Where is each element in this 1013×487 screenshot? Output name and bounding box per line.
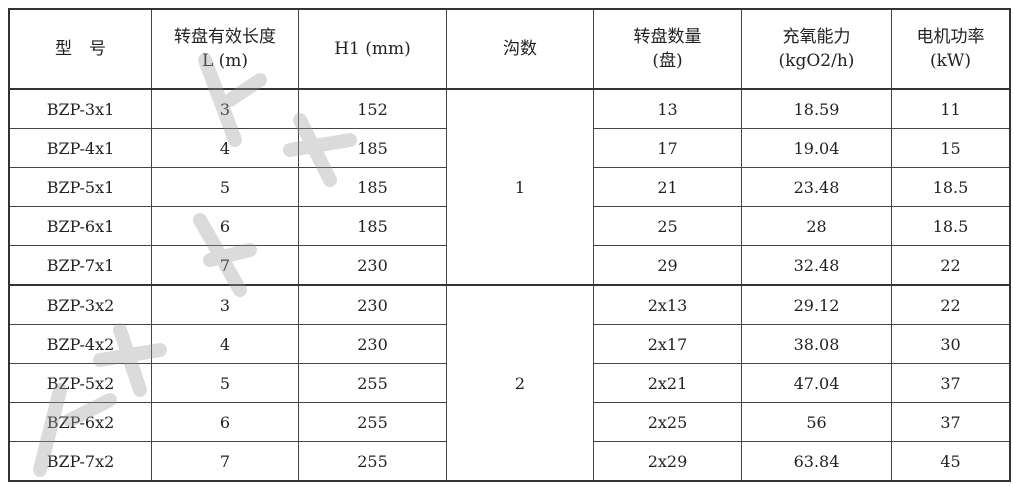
table-row: BZP-7x2 7 255 2x29 63.84 45 — [8, 441, 1011, 482]
model-cell: BZP-5x2 — [8, 363, 152, 403]
length-cell: 6 — [151, 402, 299, 442]
h1-cell: 255 — [298, 363, 447, 403]
length-cell: 3 — [151, 88, 299, 129]
h1-cell: 185 — [298, 167, 447, 207]
model-cell: BZP-4x1 — [8, 128, 152, 168]
spec-table: 型 号 转盘有效长度 L (m) H1 (mm) 沟数 转盘数量 (盘) 充氧能力 (kgO2/… — [8, 8, 1011, 482]
table-row: BZP-4x1 4 185 17 19.04 15 — [8, 128, 1011, 168]
column-header: 充氧能力 (kgO2/h) — [741, 8, 892, 90]
model-cell: BZP-7x1 — [8, 245, 152, 286]
disk-count-cell: 2x21 — [593, 363, 742, 403]
disk-count-cell: 2x17 — [593, 324, 742, 364]
column-header-line: L (m) — [201, 51, 249, 71]
column-header-line: H1 (mm) — [334, 39, 411, 59]
model-cell: BZP-6x2 — [8, 402, 152, 442]
column-header: 沟数 — [446, 8, 594, 90]
table-row: BZP-5x1 5 185 21 23.48 18.5 — [8, 167, 1011, 207]
motor-power-cell: 11 — [891, 88, 1011, 129]
h1-cell: 255 — [298, 402, 447, 442]
column-header-line: 充氧能力 — [782, 27, 851, 47]
column-header-line: (kgO2/h) — [778, 51, 855, 71]
table-row: BZP-4x2 4 230 2x17 38.08 30 — [8, 324, 1011, 364]
disk-count-cell: 2x29 — [593, 441, 742, 482]
length-cell: 7 — [151, 441, 299, 482]
h1-cell: 230 — [298, 284, 447, 325]
table-row: BZP-5x2 5 255 2x21 47.04 37 — [8, 363, 1011, 403]
oxygen-capacity-cell: 18.59 — [741, 88, 892, 129]
oxygen-capacity-cell: 63.84 — [741, 441, 892, 482]
length-cell: 4 — [151, 128, 299, 168]
disk-count-cell: 13 — [593, 88, 742, 129]
length-cell: 6 — [151, 206, 299, 246]
motor-power-cell: 37 — [891, 363, 1011, 403]
column-header-line: (盘) — [652, 51, 683, 71]
length-cell: 5 — [151, 167, 299, 207]
h1-cell: 255 — [298, 441, 447, 482]
header-row: 型 号 转盘有效长度 L (m) H1 (mm) 沟数 转盘数量 (盘) 充氧能力 (kgO2/… — [8, 8, 1011, 90]
oxygen-capacity-cell: 38.08 — [741, 324, 892, 364]
disk-count-cell: 29 — [593, 245, 742, 286]
model-cell: BZP-5x1 — [8, 167, 152, 207]
disk-count-cell: 25 — [593, 206, 742, 246]
model-cell: BZP-7x2 — [8, 441, 152, 482]
motor-power-cell: 22 — [891, 245, 1011, 286]
motor-power-cell: 22 — [891, 284, 1011, 325]
h1-cell: 185 — [298, 206, 447, 246]
column-header-line: 型 号 — [55, 39, 106, 59]
column-header: H1 (mm) — [298, 8, 447, 90]
motor-power-cell: 45 — [891, 441, 1011, 482]
oxygen-capacity-cell: 32.48 — [741, 245, 892, 286]
model-cell: BZP-3x1 — [8, 88, 152, 129]
disk-count-cell: 17 — [593, 128, 742, 168]
groove-count-cell: 2 — [446, 284, 594, 482]
oxygen-capacity-cell: 29.12 — [741, 284, 892, 325]
oxygen-capacity-cell: 47.04 — [741, 363, 892, 403]
model-cell: BZP-3x2 — [8, 284, 152, 325]
motor-power-cell: 37 — [891, 402, 1011, 442]
oxygen-capacity-cell: 19.04 — [741, 128, 892, 168]
motor-power-cell: 18.5 — [891, 167, 1011, 207]
table-row: BZP-3x1 3 152 1 13 18.59 11 — [8, 88, 1011, 286]
oxygen-capacity-cell: 28 — [741, 206, 892, 246]
motor-power-cell: 30 — [891, 324, 1011, 364]
h1-cell: 152 — [298, 88, 447, 129]
length-cell: 7 — [151, 245, 299, 286]
table-row: BZP-6x1 6 185 25 28 18.5 — [8, 206, 1011, 246]
column-header: 电机功率 (kW) — [891, 8, 1011, 90]
column-header-line: (kW) — [929, 51, 972, 71]
oxygen-capacity-cell: 23.48 — [741, 167, 892, 207]
motor-power-cell: 15 — [891, 128, 1011, 168]
column-header-line: 沟数 — [503, 39, 537, 59]
column-header: 转盘数量 (盘) — [593, 8, 742, 90]
table-row: BZP-3x2 3 230 2 2x13 29.12 22 — [8, 284, 1011, 482]
model-cell: BZP-6x1 — [8, 206, 152, 246]
column-header: 型 号 — [8, 8, 152, 90]
groove-count-cell: 1 — [446, 88, 594, 286]
motor-power-cell: 18.5 — [891, 206, 1011, 246]
column-header-line: 转盘数量 — [633, 27, 702, 47]
length-cell: 5 — [151, 363, 299, 403]
table-row: BZP-7x1 7 230 29 32.48 22 — [8, 245, 1011, 286]
length-cell: 4 — [151, 324, 299, 364]
h1-cell: 185 — [298, 128, 447, 168]
disk-count-cell: 2x13 — [593, 284, 742, 325]
column-header-line: 电机功率 — [916, 27, 985, 47]
column-header-line: 转盘有效长度 — [174, 27, 276, 47]
model-cell: BZP-4x2 — [8, 324, 152, 364]
oxygen-capacity-cell: 56 — [741, 402, 892, 442]
h1-cell: 230 — [298, 245, 447, 286]
disk-count-cell: 2x25 — [593, 402, 742, 442]
column-header: 转盘有效长度 L (m) — [151, 8, 299, 90]
disk-count-cell: 21 — [593, 167, 742, 207]
table-row: BZP-6x2 6 255 2x25 56 37 — [8, 402, 1011, 442]
h1-cell: 230 — [298, 324, 447, 364]
length-cell: 3 — [151, 284, 299, 325]
